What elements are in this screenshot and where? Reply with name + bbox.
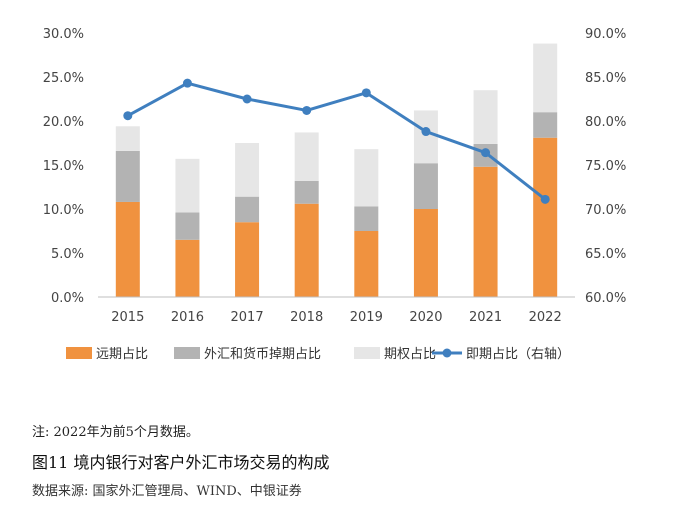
bar-fx-swap-2016 <box>175 212 200 240</box>
spot-point-2022 <box>540 194 550 204</box>
bar-forward-2019 <box>354 231 379 297</box>
legend-fx-swap-swatch <box>174 347 200 359</box>
bar-forward-2017 <box>235 222 260 297</box>
bar-option-2017 <box>235 143 260 197</box>
spot-share-line <box>127 81 547 201</box>
right-tick-label: 80.0% <box>585 115 626 130</box>
bar-fx-swap-2018 <box>294 180 319 204</box>
spot-point-2018 <box>302 105 312 115</box>
right-tick-label: 75.0% <box>585 159 626 174</box>
right-tick-label: 70.0% <box>585 203 626 218</box>
bar-forward-2022 <box>533 137 558 297</box>
bar-forward-2020 <box>413 209 438 297</box>
x-tick-label-2018: 2018 <box>290 310 323 325</box>
bar-option-2015 <box>115 126 140 151</box>
left-tick-label: 10.0% <box>43 203 84 218</box>
legend-spot-label: 即期占比（右轴） <box>466 347 570 362</box>
legend-spot-swatch-marker <box>442 348 452 358</box>
legend-fx-swap-label: 外汇和货币掉期占比 <box>204 346 321 362</box>
left-tick-label: 20.0% <box>43 115 84 130</box>
right-tick-label: 90.0% <box>585 27 626 42</box>
x-tick-label-2019: 2019 <box>350 310 383 325</box>
legend-forward-swatch <box>66 347 92 359</box>
bar-forward-2015 <box>115 201 140 297</box>
spot-point-2015 <box>123 111 133 121</box>
left-tick-label: 0.0% <box>51 291 84 306</box>
bar-forward-2021 <box>473 166 498 297</box>
spot-point-2017 <box>242 94 252 104</box>
bar-fx-swap-2015 <box>115 150 140 202</box>
bar-option-2016 <box>175 158 200 213</box>
spot-point-2016 <box>182 78 192 88</box>
bar-option-2019 <box>354 149 379 207</box>
spot-point-2020 <box>421 127 431 137</box>
legend-forward-label: 远期占比 <box>96 347 148 362</box>
left-tick-label: 30.0% <box>43 27 84 42</box>
bar-option-2018 <box>294 132 319 181</box>
right-tick-label: 60.0% <box>585 291 626 306</box>
legend-option-swatch <box>354 347 380 359</box>
bar-fx-swap-2019 <box>354 206 379 231</box>
chart: 0.0% 5.0% 10.0% 15.0% 20.0% 25.0% 30.0% 60.0% 65… <box>43 27 627 362</box>
line-layer <box>123 78 550 204</box>
legend: 远期占比 外汇和货币掉期占比 期权占比 即期占比（右轴） <box>66 346 570 362</box>
tick-labels: 0.0% 5.0% 10.0% 15.0% 20.0% 25.0% 30.0% 60.0% 65… <box>43 27 627 325</box>
legend-option-label: 期权占比 <box>384 346 436 362</box>
footnote: 注: 2022年为前5个月数据。 <box>32 425 199 440</box>
x-tick-label-2015: 2015 <box>111 310 144 325</box>
figure-caption: 图11 境内银行对客户外汇市场交易的构成 <box>32 453 330 472</box>
x-tick-label-2020: 2020 <box>409 310 442 325</box>
bar-option-2022 <box>533 43 558 113</box>
bar-fx-swap-2022 <box>533 112 558 138</box>
bar-forward-2016 <box>175 239 200 297</box>
bar-forward-2018 <box>294 203 319 297</box>
right-tick-label: 85.0% <box>585 71 626 86</box>
bar-fx-swap-2020 <box>413 163 438 209</box>
bar-option-2021 <box>473 90 498 144</box>
left-tick-label: 15.0% <box>43 159 84 174</box>
bar-fx-swap-2017 <box>235 196 260 223</box>
x-tick-label-2021: 2021 <box>469 310 502 325</box>
x-tick-label-2016: 2016 <box>171 310 204 325</box>
left-tick-label: 25.0% <box>43 71 84 86</box>
right-tick-label: 65.0% <box>585 247 626 262</box>
bars-layer <box>115 43 558 297</box>
bar-option-2020 <box>413 110 438 164</box>
data-source: 数据来源: 国家外汇管理局、WIND、中银证券 <box>32 484 302 499</box>
left-tick-label: 5.0% <box>51 247 84 262</box>
x-tick-label-2022: 2022 <box>529 310 562 325</box>
spot-point-2019 <box>361 88 371 98</box>
x-tick-label-2017: 2017 <box>231 310 264 325</box>
spot-point-2021 <box>481 148 491 158</box>
